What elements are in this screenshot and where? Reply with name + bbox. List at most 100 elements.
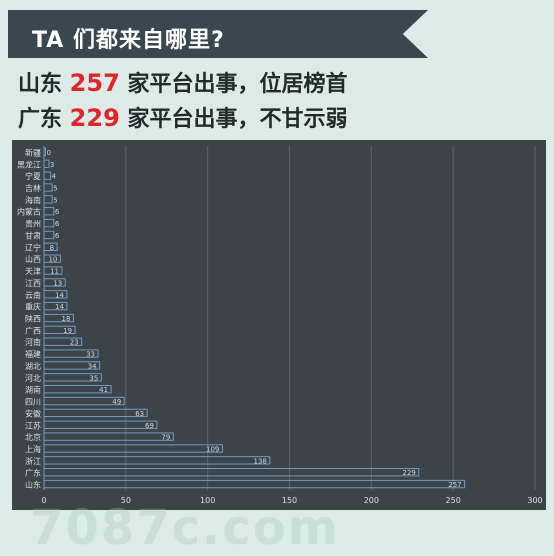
data-label: 6 [55, 220, 60, 228]
bar [43, 254, 61, 263]
bar [43, 349, 99, 358]
y-tick-label: 安徽 [25, 408, 41, 418]
bar [43, 373, 102, 382]
data-label: 8 [50, 244, 54, 252]
y-tick-label: 河北 [25, 373, 41, 383]
bar [43, 195, 53, 204]
bar [43, 301, 68, 311]
bar [43, 384, 112, 394]
bar [43, 337, 83, 346]
y-tick-label: 福建 [25, 349, 41, 359]
y-tick-label: 吉林 [25, 183, 41, 193]
data-label: 34 [88, 362, 97, 370]
bar [43, 230, 55, 240]
y-tick-label: 云南 [25, 290, 41, 300]
data-label: 79 [161, 434, 170, 442]
x-tick-label: 50 [121, 496, 131, 505]
data-label: 3 [50, 161, 54, 169]
headline-shandong-prefix: 山东 [18, 72, 70, 97]
chart-panel: 新疆 0 黑龙江 3 宁夏 4 吉林 5 海南 5 内蒙古 6 贵州 6 甘肃 6 辽宁 8 山西 10 天津 11 江西 1… [12, 140, 546, 510]
bar [43, 361, 101, 370]
y-tick-label: 上海 [25, 444, 41, 454]
x-tick-label: 100 [200, 496, 215, 505]
bar [43, 313, 74, 323]
x-tick-label: 200 [364, 496, 379, 505]
data-label: 6 [55, 232, 60, 240]
y-tick-label: 山西 [25, 254, 41, 264]
page-title: TA 们都来自哪里? [32, 28, 225, 53]
y-tick-label: 贵州 [25, 219, 41, 229]
y-tick-label: 重庆 [25, 302, 41, 312]
y-tick-label: 山东 [25, 480, 41, 490]
headline-shandong-number: 257 [69, 69, 120, 97]
headline-guangdong-prefix: 广东 [18, 107, 70, 132]
y-tick-label: 黑龙江 [17, 159, 41, 169]
bar [43, 444, 223, 453]
watermark: 7087c.com [30, 500, 340, 556]
data-label: 41 [99, 386, 108, 394]
y-tick-label: 河南 [25, 337, 41, 347]
bar [43, 290, 68, 299]
bar-chart: 新疆 0 黑龙江 3 宁夏 4 吉林 5 海南 5 内蒙古 6 贵州 6 甘肃 6 辽宁 8 山西 10 天津 11 江西 1… [17, 146, 543, 505]
y-tick-label: 海南 [25, 195, 41, 205]
y-tick-label: 辽宁 [25, 242, 41, 252]
data-label: 23 [70, 339, 79, 347]
data-label: 257 [448, 481, 461, 489]
y-tick-label: 北京 [25, 432, 41, 442]
data-label: 18 [62, 315, 71, 323]
x-tick-label: 150 [282, 496, 297, 505]
bar [43, 420, 158, 429]
data-label: 4 [52, 173, 57, 181]
y-tick-label: 江西 [25, 279, 41, 288]
data-label: 10 [48, 256, 57, 264]
headline-guangdong: 广东 229 家平台出事，不甘示弱 [18, 101, 347, 133]
bar [43, 266, 63, 275]
y-tick-label: 甘肃 [25, 230, 41, 240]
data-label: 229 [402, 469, 415, 477]
headline-shandong: 山东 257 家平台出事，位居榜首 [18, 66, 347, 98]
x-tick-label: 0 [41, 496, 46, 505]
y-tick-label: 湖南 [25, 385, 41, 395]
bar [43, 468, 420, 477]
data-label: 5 [53, 185, 57, 193]
bar [43, 159, 50, 168]
headline-guangdong-number: 229 [69, 104, 120, 132]
data-label: 33 [86, 351, 95, 359]
y-tick-label: 陕西 [25, 314, 41, 324]
y-tick-label: 浙江 [25, 456, 41, 466]
x-tick-label: 300 [527, 496, 542, 505]
bar [43, 432, 174, 441]
bar [43, 396, 125, 406]
bar [43, 479, 466, 489]
y-tick-label: 江苏 [25, 420, 41, 430]
data-label: 0 [47, 149, 51, 157]
bar [43, 278, 66, 287]
bar [43, 408, 148, 418]
data-label: 6 [55, 208, 60, 216]
data-label: 35 [89, 374, 98, 382]
data-label: 13 [53, 279, 62, 287]
bar [43, 183, 53, 192]
data-label: 5 [53, 196, 57, 204]
bar [43, 456, 271, 465]
y-tick-label: 广西 [25, 325, 41, 335]
x-tick-label: 250 [446, 496, 461, 505]
data-label: 63 [135, 410, 144, 418]
bar [43, 147, 46, 157]
data-label: 14 [55, 303, 64, 311]
data-label: 69 [145, 422, 154, 430]
bar [43, 207, 55, 216]
y-tick-label: 新疆 [25, 147, 41, 157]
data-label: 19 [63, 327, 72, 335]
bar [43, 325, 76, 335]
y-tick-label: 广东 [25, 468, 41, 478]
headline-shandong-suffix: 家平台出事，位居榜首 [119, 72, 348, 97]
y-tick-label: 湖北 [25, 362, 41, 371]
y-tick-label: 宁夏 [25, 171, 41, 181]
title-banner: TA 们都来自哪里? [8, 10, 428, 58]
headline-guangdong-suffix: 家平台出事，不甘示弱 [119, 107, 348, 132]
bar [43, 242, 58, 252]
data-label: 14 [55, 291, 64, 299]
data-label: 49 [112, 398, 121, 406]
bar [43, 171, 52, 180]
